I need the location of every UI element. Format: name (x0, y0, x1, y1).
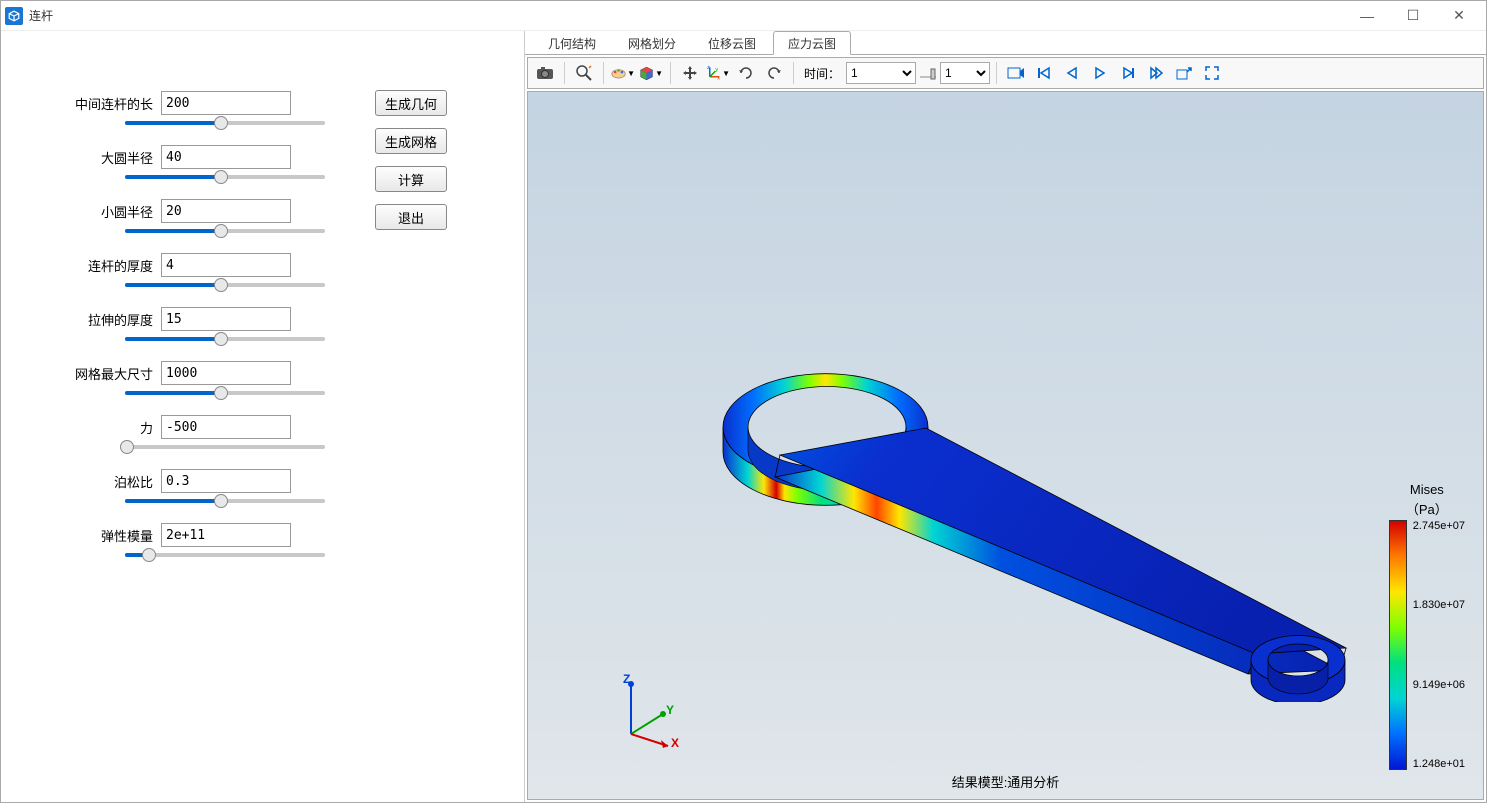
legend-colorbar (1389, 520, 1407, 770)
param-input-6[interactable] (161, 415, 291, 439)
frame-select[interactable]: 1 (940, 62, 990, 84)
param-label: 大圆半径 (61, 148, 161, 167)
tab[interactable]: 位移云图 (693, 31, 771, 54)
viewport-toolbar: ▼ ▼ zxy▼ 时间： 1 1 (527, 57, 1484, 89)
viewport-footer-text: 结果模型:通用分析 (952, 772, 1060, 791)
play-icon[interactable] (1087, 60, 1113, 86)
param-row: 连杆的厚度 (61, 253, 504, 277)
param-input-5[interactable] (161, 361, 291, 385)
tab[interactable]: 网格划分 (613, 31, 691, 54)
legend-value: 1.830e+07 (1413, 599, 1465, 611)
app-icon (5, 7, 23, 25)
param-slider[interactable] (125, 445, 325, 449)
window-title: 连杆 (29, 7, 53, 24)
tab[interactable]: 应力云图 (773, 31, 851, 55)
param-input-2[interactable] (161, 199, 291, 223)
param-slider[interactable] (125, 175, 325, 179)
titlebar: 连杆 — ☐ ✕ (1, 1, 1486, 31)
svg-text:z: z (707, 65, 710, 71)
legend-value: 2.745e+07 (1413, 520, 1465, 532)
param-input-3[interactable] (161, 253, 291, 277)
generate-mesh-button[interactable]: 生成网格 (375, 128, 447, 154)
cube-icon[interactable]: ▼ (638, 60, 664, 86)
param-label: 小圆半径 (61, 202, 161, 221)
param-label: 网格最大尺寸 (61, 364, 161, 383)
zoom-icon[interactable] (571, 60, 597, 86)
legend-value: 1.248e+01 (1413, 758, 1465, 770)
axes-icon[interactable]: zxy▼ (705, 60, 731, 86)
param-slider[interactable] (125, 283, 325, 287)
svg-text:x: x (717, 76, 720, 81)
param-slider[interactable] (125, 391, 325, 395)
legend-labels: 2.745e+07 1.830e+07 9.149e+06 1.248e+01 (1413, 520, 1465, 770)
param-slider[interactable] (125, 337, 325, 341)
first-frame-icon[interactable] (1031, 60, 1057, 86)
expand-icon[interactable] (1199, 60, 1225, 86)
exit-button[interactable]: 退出 (375, 204, 447, 230)
param-slider[interactable] (125, 229, 325, 233)
app-window: 连杆 — ☐ ✕ 中间连杆的长 大圆半径 小圆半径 连杆的厚度 拉伸的厚度 网格… (0, 0, 1487, 803)
record-icon[interactable] (1003, 60, 1029, 86)
param-slider[interactable] (125, 121, 325, 125)
3d-viewport[interactable]: Z Y X Mises （Pa） 2.745e+07 1.830e+07 9.149… (527, 91, 1484, 800)
rotate-cw-icon[interactable] (761, 60, 787, 86)
param-row: 拉伸的厚度 (61, 307, 504, 331)
window-controls: — ☐ ✕ (1344, 1, 1482, 31)
content-area: 中间连杆的长 大圆半径 小圆半径 连杆的厚度 拉伸的厚度 网格最大尺寸 力 泊松… (1, 31, 1486, 802)
pan-icon[interactable] (677, 60, 703, 86)
param-row: 弹性模量 (61, 523, 504, 547)
axis-y-label: Y (666, 703, 674, 717)
tab[interactable]: 几何结构 (533, 31, 611, 54)
param-label: 力 (61, 418, 161, 437)
rotate-ccw-icon[interactable] (733, 60, 759, 86)
param-label: 中间连杆的长 (61, 94, 161, 113)
maximize-button[interactable]: ☐ (1390, 1, 1436, 31)
minimize-button[interactable]: — (1344, 1, 1390, 31)
slider-icon (918, 65, 938, 81)
param-input-1[interactable] (161, 145, 291, 169)
param-label: 泊松比 (61, 472, 161, 491)
legend-value: 9.149e+06 (1413, 679, 1465, 691)
export-icon[interactable] (1171, 60, 1197, 86)
param-slider[interactable] (125, 499, 325, 503)
param-label: 拉伸的厚度 (61, 310, 161, 329)
next-frame-icon[interactable] (1115, 60, 1141, 86)
time-select[interactable]: 1 (846, 62, 916, 84)
generate-geometry-button[interactable]: 生成几何 (375, 90, 447, 116)
action-button-group: 生成几何 生成网格 计算 退出 (375, 90, 447, 230)
axis-x-label: X (671, 736, 679, 750)
calculate-button[interactable]: 计算 (375, 166, 447, 192)
camera-icon[interactable] (532, 60, 558, 86)
param-label: 连杆的厚度 (61, 256, 161, 275)
param-input-7[interactable] (161, 469, 291, 493)
param-label: 弹性模量 (61, 526, 161, 545)
prev-frame-icon[interactable] (1059, 60, 1085, 86)
visualization-panel: 几何结构网格划分位移云图应力云图 ▼ ▼ zxy▼ 时间： 1 1 (525, 31, 1486, 802)
legend-title-1: Mises (1410, 482, 1444, 497)
param-input-8[interactable] (161, 523, 291, 547)
legend-title-2: （Pa） (1406, 499, 1448, 518)
palette-icon[interactable]: ▼ (610, 60, 636, 86)
parameter-panel: 中间连杆的长 大圆半径 小圆半径 连杆的厚度 拉伸的厚度 网格最大尺寸 力 泊松… (1, 31, 525, 802)
last-frame-icon[interactable] (1143, 60, 1169, 86)
param-row: 泊松比 (61, 469, 504, 493)
connecting-rod-model (628, 272, 1388, 702)
param-row: 网格最大尺寸 (61, 361, 504, 385)
param-slider[interactable] (125, 553, 325, 557)
param-input-0[interactable] (161, 91, 291, 115)
param-input-4[interactable] (161, 307, 291, 331)
color-legend: Mises （Pa） 2.745e+07 1.830e+07 9.149e+06 1.… (1389, 482, 1465, 770)
axis-z-label: Z (623, 672, 630, 686)
param-row: 力 (61, 415, 504, 439)
time-label: 时间： (804, 65, 840, 82)
close-button[interactable]: ✕ (1436, 1, 1482, 31)
svg-text:y: y (715, 67, 718, 73)
tab-bar: 几何结构网格划分位移云图应力云图 (525, 31, 1486, 55)
